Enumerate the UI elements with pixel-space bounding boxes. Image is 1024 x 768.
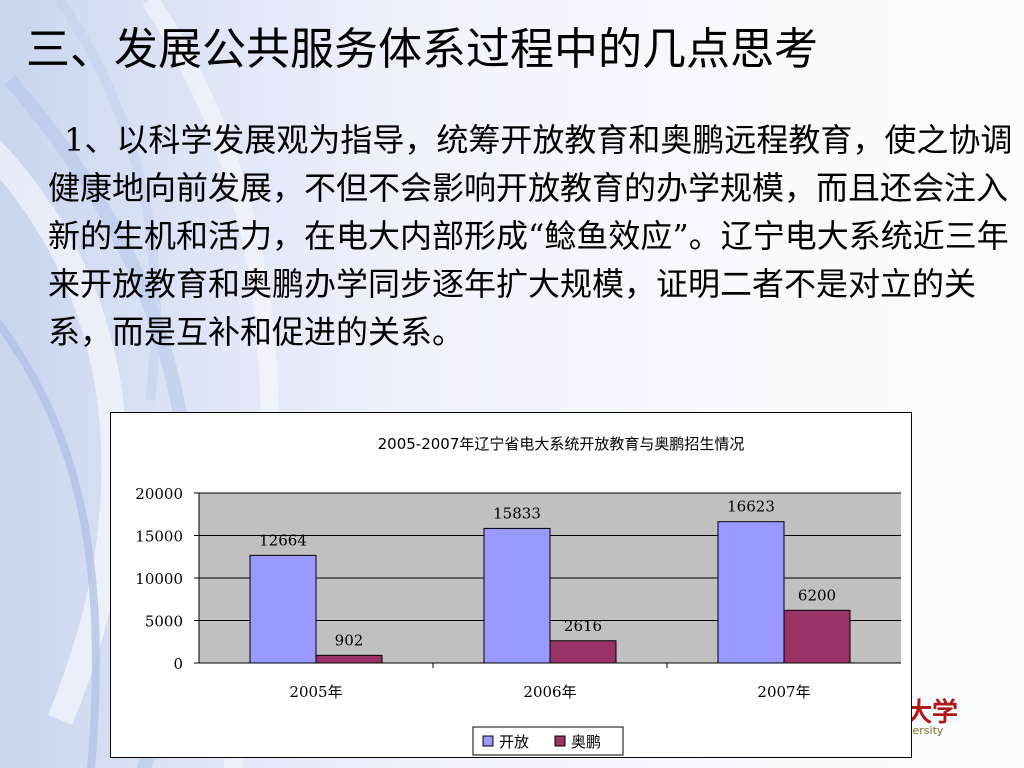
- legend-swatch: [554, 735, 566, 747]
- data-label: 902: [335, 631, 364, 649]
- y-tick-label: 15000: [135, 528, 183, 546]
- data-label: 6200: [798, 586, 836, 604]
- x-tick-label: 2007年: [757, 683, 810, 701]
- y-tick-label: 5000: [145, 613, 183, 631]
- bar-奥鹏-2007年: [783, 609, 851, 664]
- bar-开放-2006年: [483, 527, 551, 664]
- data-label: 16623: [727, 498, 775, 516]
- legend-box: [472, 726, 624, 756]
- slide-body-paragraph: 1、以科学发展观为指导，统筹开放教育和奥鹏远程教育，使之协调健康地向前发展，不但…: [48, 121, 1013, 351]
- x-tick-label: 2005年: [289, 683, 342, 701]
- plot-area: 0 5000 10000 15000 20000 12664 902 2005年 15833 26…: [135, 485, 901, 701]
- x-tick-label: 2006年: [523, 683, 576, 701]
- slide-title: 三、发展公共服务体系过程中的几点思考: [26, 24, 818, 75]
- legend-swatch: [482, 735, 494, 747]
- y-tick-label: 10000: [135, 570, 183, 588]
- data-label: 12664: [259, 531, 307, 549]
- legend-label: 奥鹏: [571, 733, 601, 751]
- chart-legend: 开放 奥鹏: [472, 726, 624, 756]
- data-label: 15833: [493, 504, 541, 522]
- data-label: 2616: [564, 617, 602, 635]
- bar-开放-2005年: [249, 554, 317, 664]
- chart-svg: 2005-2007年辽宁省电大系统开放教育与奥鹏招生情况 0 5000 10000 1…: [135, 435, 901, 756]
- chart-title: 2005-2007年辽宁省电大系统开放教育与奥鹏招生情况: [378, 435, 745, 453]
- university-logo-text: 大学: [906, 698, 959, 728]
- bar-奥鹏-2005年: [315, 654, 383, 664]
- bar-开放-2007年: [717, 521, 785, 664]
- bar-奥鹏-2006年: [549, 640, 617, 664]
- legend-label: 开放: [499, 733, 529, 751]
- enrollment-bar-chart: 2005-2007年辽宁省电大系统开放教育与奥鹏招生情况 0 5000 10000 1…: [110, 412, 912, 758]
- y-tick-label: 20000: [135, 485, 183, 503]
- y-tick-label: 0: [173, 655, 183, 673]
- university-logo-subtext: versity: [906, 724, 944, 737]
